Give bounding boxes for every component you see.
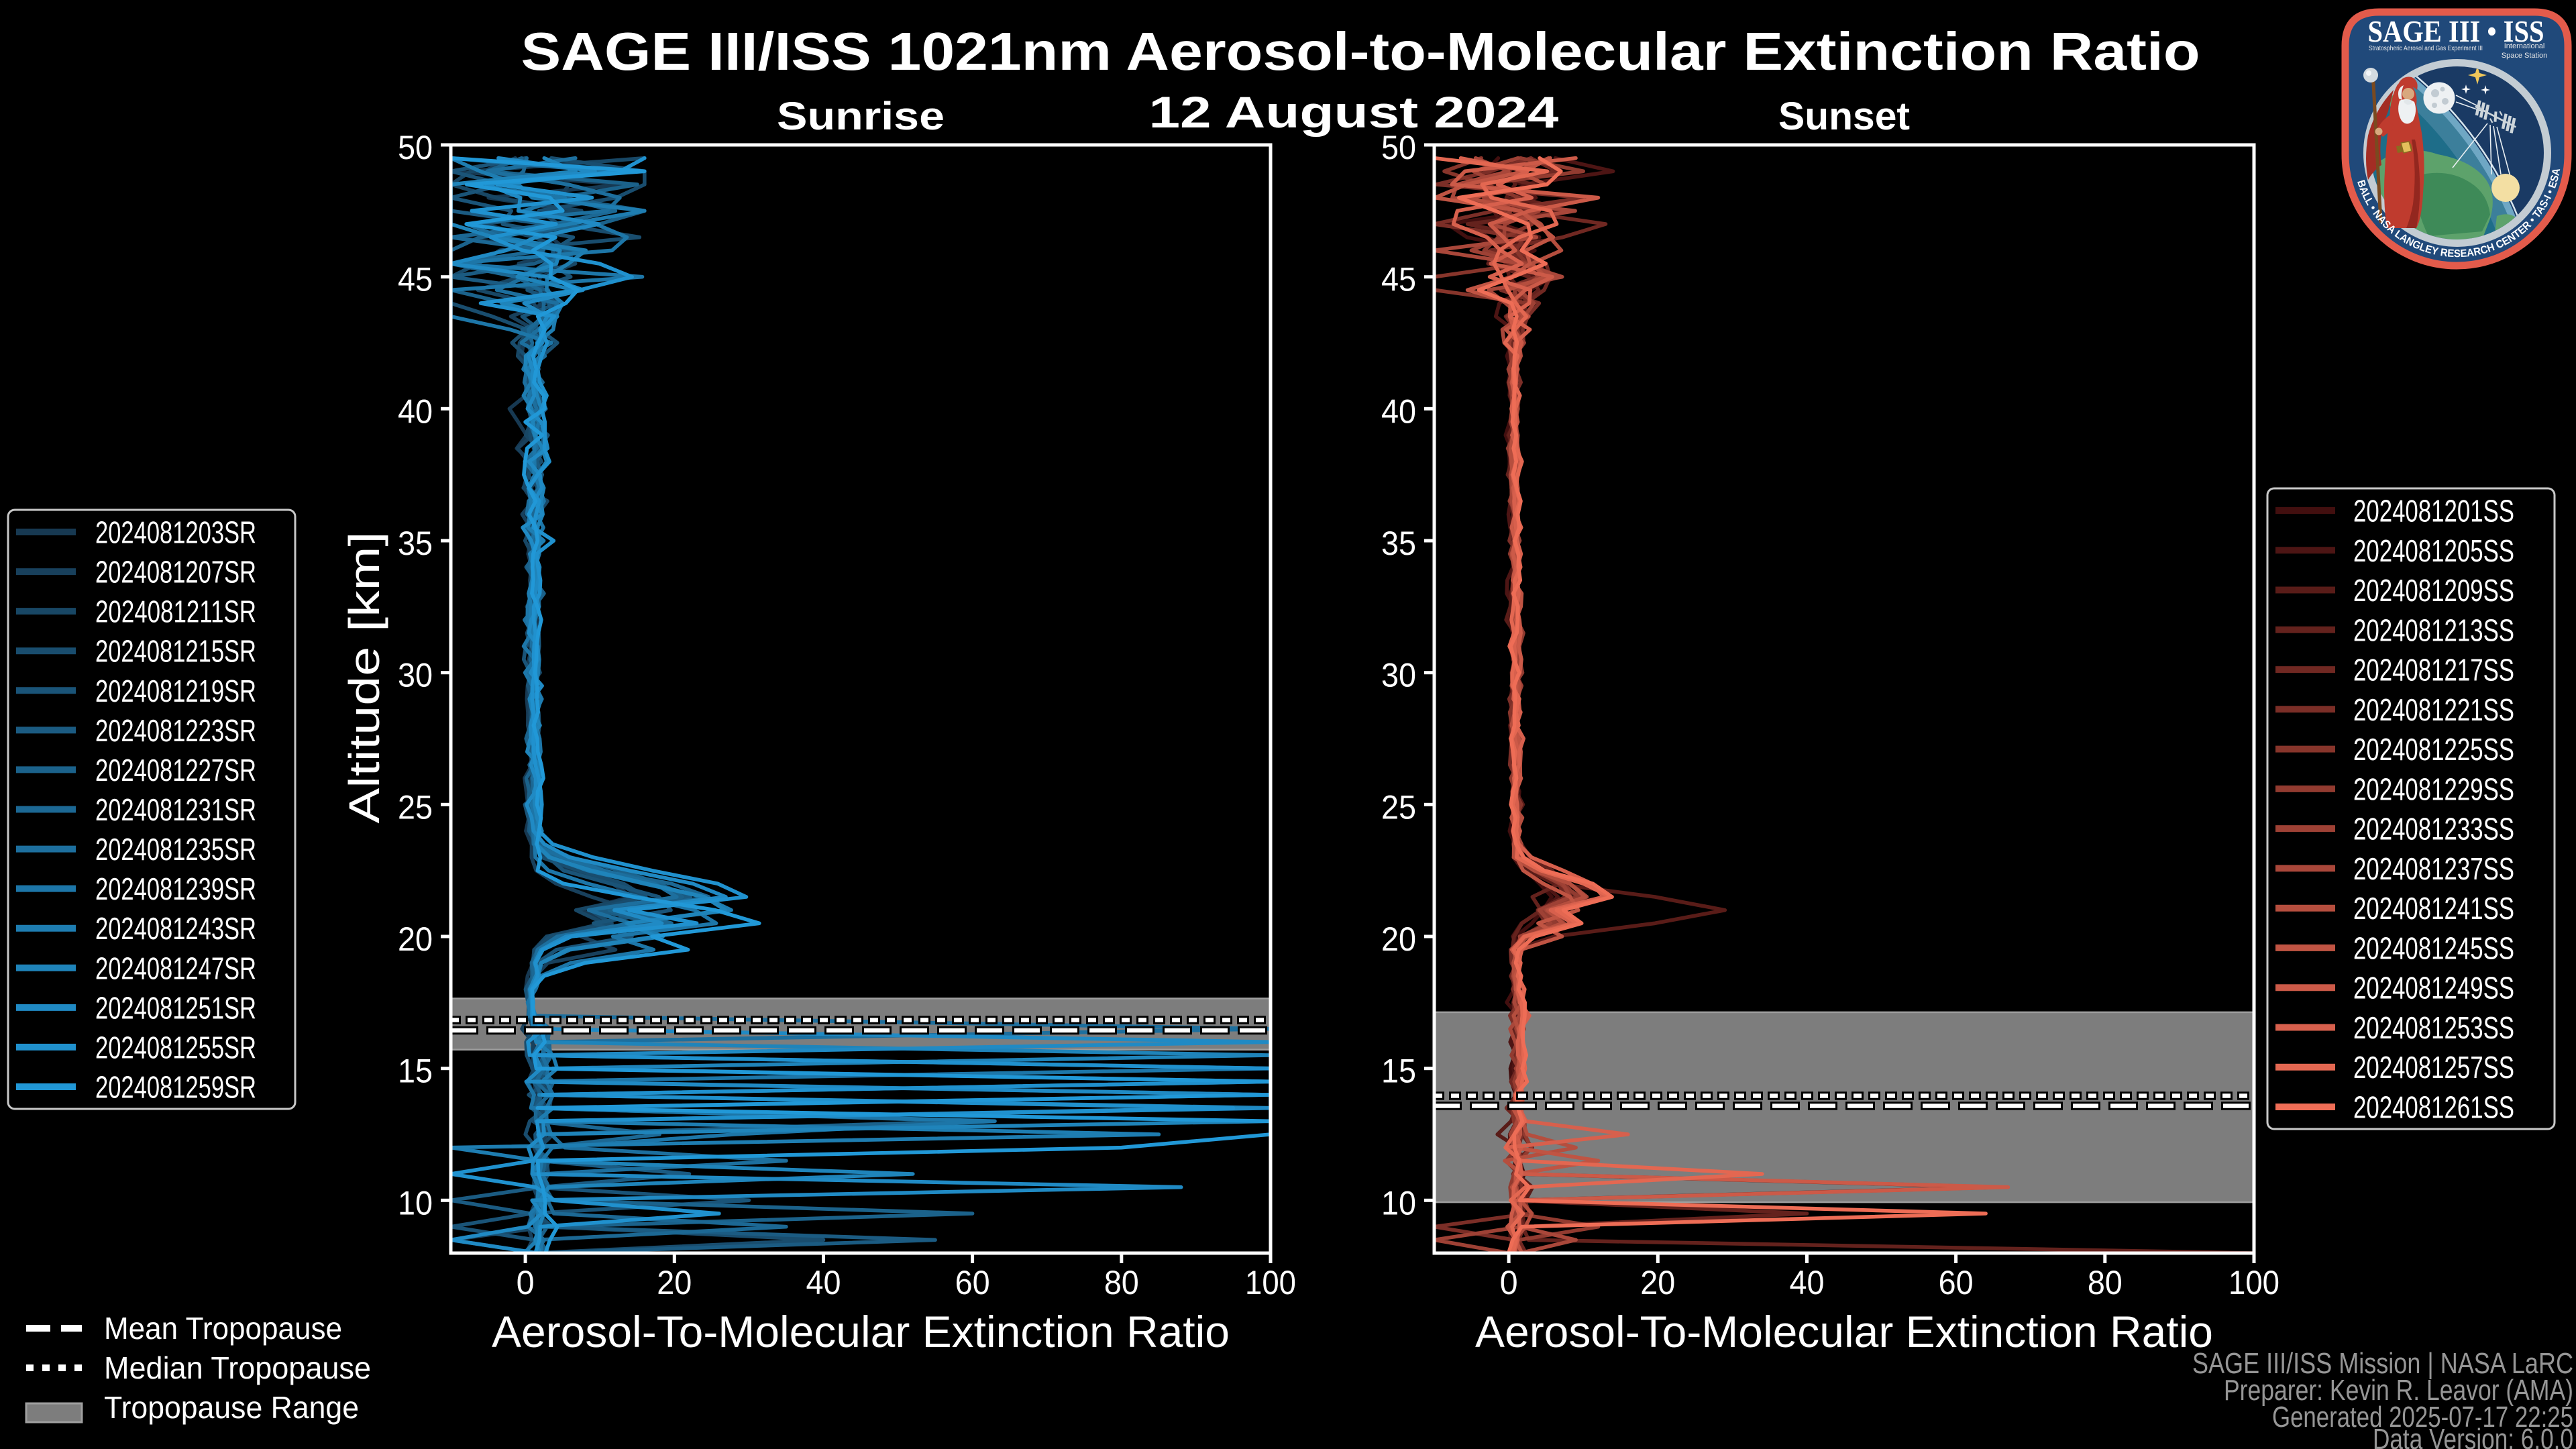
svg-text:60: 60 (955, 1264, 990, 1301)
svg-text:30: 30 (1381, 657, 1416, 694)
svg-text:2024081257SS: 2024081257SS (2353, 1050, 2514, 1085)
svg-text:2024081223SR: 2024081223SR (95, 713, 256, 748)
svg-text:25: 25 (398, 788, 433, 826)
svg-text:2024081243SR: 2024081243SR (95, 911, 256, 946)
svg-text:2024081227SR: 2024081227SR (95, 753, 256, 788)
svg-text:2024081201SS: 2024081201SS (2353, 494, 2514, 529)
svg-text:0: 0 (1500, 1264, 1518, 1301)
svg-text:0: 0 (517, 1264, 535, 1301)
svg-text:2024081255SR: 2024081255SR (95, 1030, 256, 1065)
svg-text:2024081231SR: 2024081231SR (95, 792, 256, 827)
svg-text:SAGE III/ISS Mission | NASA La: SAGE III/ISS Mission | NASA LaRC (2192, 1347, 2573, 1380)
svg-text:100: 100 (2229, 1264, 2279, 1301)
svg-text:12 August 2024: 12 August 2024 (1149, 87, 1559, 137)
svg-text:SAGE III/ISS 1021nm Aerosol-to: SAGE III/ISS 1021nm Aerosol-to-Molecular… (521, 21, 2200, 81)
svg-text:80: 80 (1104, 1264, 1139, 1301)
svg-text:40: 40 (806, 1264, 841, 1301)
svg-text:10: 10 (398, 1184, 433, 1222)
svg-text:2024081261SS: 2024081261SS (2353, 1090, 2514, 1125)
svg-text:2024081249SS: 2024081249SS (2353, 971, 2514, 1006)
svg-text:30: 30 (398, 657, 433, 694)
svg-text:25: 25 (1381, 788, 1416, 826)
svg-text:Aerosol-To-Molecular Extinctio: Aerosol-To-Molecular Extinction Ratio (492, 1307, 1230, 1356)
svg-text:2024081247SR: 2024081247SR (95, 951, 256, 985)
svg-text:20: 20 (398, 920, 433, 958)
svg-text:2024081239SR: 2024081239SR (95, 871, 256, 906)
svg-text:Aerosol-To-Molecular Extinctio: Aerosol-To-Molecular Extinction Ratio (1475, 1307, 2213, 1356)
svg-text:2024081211SR: 2024081211SR (95, 594, 256, 629)
svg-text:SAGE III • ISS: SAGE III • ISS (2368, 14, 2544, 48)
svg-text:40: 40 (1381, 392, 1416, 430)
svg-text:35: 35 (398, 525, 433, 562)
svg-text:2024081215SR: 2024081215SR (95, 634, 256, 669)
svg-text:2024081207SR: 2024081207SR (95, 555, 256, 590)
svg-text:2024081235SR: 2024081235SR (95, 832, 256, 867)
svg-text:2024081253SS: 2024081253SS (2353, 1010, 2514, 1045)
svg-text:2024081219SR: 2024081219SR (95, 674, 256, 708)
svg-text:2024081203SR: 2024081203SR (95, 515, 256, 550)
svg-text:45: 45 (398, 261, 433, 299)
svg-text:20: 20 (657, 1264, 692, 1301)
svg-text:Sunrise: Sunrise (777, 95, 945, 138)
svg-text:20: 20 (1381, 920, 1416, 958)
svg-text:2024081251SR: 2024081251SR (95, 990, 256, 1025)
svg-text:50: 50 (398, 129, 433, 166)
svg-text:Space Station: Space Station (2502, 52, 2548, 60)
svg-text:Mean Tropopause: Mean Tropopause (104, 1311, 342, 1346)
svg-text:2024081245SS: 2024081245SS (2353, 930, 2514, 965)
svg-text:Sunset: Sunset (1778, 95, 1910, 138)
svg-text:15: 15 (398, 1053, 433, 1090)
svg-text:Generated 2025-07-17 22:25: Generated 2025-07-17 22:25 (2272, 1401, 2573, 1434)
svg-text:Altitude [km]: Altitude [km] (340, 532, 388, 824)
svg-text:40: 40 (1789, 1264, 1824, 1301)
svg-text:15: 15 (1381, 1053, 1416, 1090)
svg-text:2024081225SS: 2024081225SS (2353, 732, 2514, 767)
svg-text:20: 20 (1640, 1264, 1675, 1301)
svg-text:2024081217SS: 2024081217SS (2353, 653, 2514, 688)
svg-text:40: 40 (398, 392, 433, 430)
svg-text:International: International (2504, 42, 2545, 50)
svg-text:2024081221SS: 2024081221SS (2353, 692, 2514, 727)
svg-text:100: 100 (1245, 1264, 1296, 1301)
svg-text:35: 35 (1381, 525, 1416, 562)
svg-text:2024081237SS: 2024081237SS (2353, 851, 2514, 886)
svg-text:2024081209SS: 2024081209SS (2353, 573, 2514, 608)
svg-text:60: 60 (1939, 1264, 1974, 1301)
svg-text:10: 10 (1381, 1184, 1416, 1222)
svg-text:80: 80 (2088, 1264, 2123, 1301)
svg-text:2024081205SS: 2024081205SS (2353, 533, 2514, 568)
svg-text:Median Tropopause: Median Tropopause (104, 1350, 371, 1385)
svg-text:50: 50 (1381, 129, 1416, 166)
svg-text:2024081229SS: 2024081229SS (2353, 771, 2514, 806)
svg-text:Stratospheric Aerosol and Gas: Stratospheric Aerosol and Gas Experiment… (2369, 44, 2483, 52)
svg-text:Preparer: Kevin R. Leavor (AMA: Preparer: Kevin R. Leavor (AMA) (2224, 1374, 2573, 1407)
svg-text:Data Version: 6.0.0: Data Version: 6.0.0 (2373, 1423, 2573, 1449)
svg-text:2024081241SS: 2024081241SS (2353, 891, 2514, 926)
svg-text:2024081233SS: 2024081233SS (2353, 812, 2514, 847)
svg-text:45: 45 (1381, 261, 1416, 299)
svg-text:Tropopause Range: Tropopause Range (104, 1390, 359, 1425)
svg-text:2024081259SR: 2024081259SR (95, 1070, 256, 1105)
svg-text:2024081213SS: 2024081213SS (2353, 612, 2514, 647)
